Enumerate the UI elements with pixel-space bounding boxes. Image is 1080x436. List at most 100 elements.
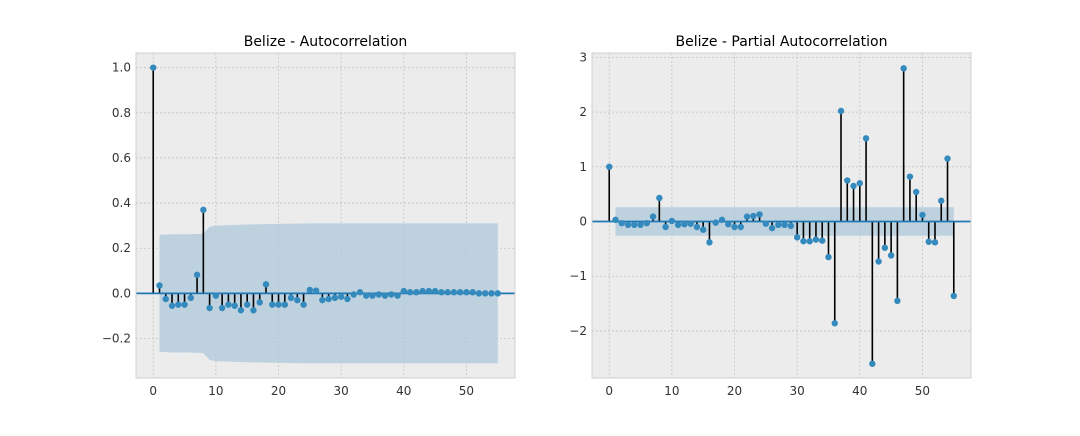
acf-point-lag-24 xyxy=(300,301,307,308)
acf-point-lag-17 xyxy=(256,299,263,306)
pacf-point-lag-0 xyxy=(606,163,613,171)
acf-ytick-label: 0.8 xyxy=(112,106,131,120)
pacf-xtick-label: 50 xyxy=(915,384,930,398)
acf-point-lag-51 xyxy=(469,289,476,296)
pacf-point-lag-44 xyxy=(881,244,889,251)
pacf-point-lag-22 xyxy=(743,213,751,220)
acf-point-lag-52 xyxy=(475,290,483,297)
pacf-point-lag-28 xyxy=(781,221,788,229)
pacf-panel: 0 10 20 30 40 50 −2 −1 0 1 2 3 Belize - Partial Auto… xyxy=(569,34,972,398)
pacf-xtick-label: 40 xyxy=(852,384,867,398)
pacf-ytick-label: 3 xyxy=(579,50,587,64)
pacf-point-lag-26 xyxy=(768,224,776,232)
acf-point-lag-46 xyxy=(438,289,445,296)
acf-point-lag-8 xyxy=(200,206,207,214)
pacf-point-lag-50 xyxy=(919,211,926,219)
acf-point-lag-12 xyxy=(225,301,232,308)
pacf-point-lag-19 xyxy=(725,221,732,228)
pacf-ytick-label: −2 xyxy=(569,324,587,338)
pacf-point-lag-48 xyxy=(906,173,914,180)
pacf-point-lag-55 xyxy=(950,292,957,300)
acf-xtick-label: 40 xyxy=(396,384,411,398)
acf-point-lag-42 xyxy=(413,289,420,296)
acf-point-lag-6 xyxy=(187,294,195,302)
pacf-point-lag-3 xyxy=(624,221,632,229)
acf-point-lag-23 xyxy=(294,296,301,304)
acf-point-lag-36 xyxy=(375,291,382,298)
acf-point-lag-9 xyxy=(206,304,213,312)
acf-point-lag-30 xyxy=(337,293,345,300)
acf-point-lag-13 xyxy=(231,302,238,309)
pacf-point-lag-6 xyxy=(643,219,651,227)
pacf-point-lag-42 xyxy=(869,360,876,367)
pacf-point-lag-11 xyxy=(674,221,682,229)
acf-ytick-label: 0.2 xyxy=(112,241,131,255)
acf-point-lag-48 xyxy=(450,289,458,296)
pacf-point-lag-37 xyxy=(837,107,845,115)
acf-xtick-label: 20 xyxy=(271,384,286,398)
acf-point-lag-26 xyxy=(312,287,320,294)
acf-point-lag-5 xyxy=(181,301,188,308)
acf-point-lag-38 xyxy=(388,291,395,298)
pacf-point-lag-16 xyxy=(706,239,713,246)
pacf-xtick-label: 20 xyxy=(727,384,742,398)
acf-point-lag-19 xyxy=(269,301,276,308)
pacf-point-lag-46 xyxy=(894,297,901,305)
pacf-point-lag-33 xyxy=(812,236,820,243)
pacf-point-lag-2 xyxy=(618,219,625,227)
acf-ytick-label: 0.4 xyxy=(112,196,131,210)
pacf-point-lag-25 xyxy=(762,220,770,227)
acf-xtick-label: 10 xyxy=(208,384,223,398)
pacf-chart-title: Belize - Partial Autocorrelation xyxy=(676,34,888,50)
acf-point-lag-32 xyxy=(350,291,357,298)
pacf-frame xyxy=(591,52,972,379)
pacf-point-lag-31 xyxy=(800,238,807,245)
acf-point-lag-0 xyxy=(150,64,157,71)
pacf-point-lag-49 xyxy=(912,188,920,196)
pacf-point-lag-14 xyxy=(693,223,701,231)
pacf-point-lag-54 xyxy=(944,155,951,162)
pacf-point-lag-36 xyxy=(831,320,838,327)
acf-ytick-label: −0.2 xyxy=(102,332,131,346)
acf-point-lag-2 xyxy=(162,295,169,303)
acf-point-lag-4 xyxy=(175,301,182,308)
acf-point-lag-54 xyxy=(488,290,495,297)
acf-point-lag-43 xyxy=(419,287,426,295)
pacf-point-lag-18 xyxy=(718,216,726,224)
pacf-ytick-label: 1 xyxy=(579,160,587,174)
acf-point-lag-21 xyxy=(281,301,288,308)
acf-point-lag-25 xyxy=(306,286,314,294)
acf-point-lag-47 xyxy=(444,289,451,296)
acf-chart-title: Belize - Autocorrelation xyxy=(244,34,408,50)
pacf-point-lag-47 xyxy=(900,65,907,72)
acf-ytick-label: 1.0 xyxy=(112,61,131,75)
acf-xtick-label: 50 xyxy=(459,384,474,398)
pacf-point-lag-17 xyxy=(712,219,719,226)
acf-point-lag-16 xyxy=(250,307,257,314)
pacf-point-lag-1 xyxy=(612,216,619,224)
acf-point-lag-39 xyxy=(394,292,401,299)
acf-point-lag-3 xyxy=(168,302,176,309)
acf-point-lag-53 xyxy=(482,290,489,297)
pacf-ytick-label: 0 xyxy=(579,215,587,229)
pacf-point-lag-34 xyxy=(819,237,826,244)
acf-point-lag-11 xyxy=(218,304,226,312)
acf-ytick-label: 0.0 xyxy=(112,286,131,300)
acf-panel: 0 10 20 30 40 50 −0.2 0.0 0.2 0.4 0.6 0.8 1.0 Belize … xyxy=(102,34,516,398)
pacf-point-lag-9 xyxy=(662,223,669,231)
pacf-xtick-label: 30 xyxy=(790,384,805,398)
pacf-point-lag-41 xyxy=(862,135,870,142)
pacf-point-lag-13 xyxy=(687,220,694,227)
pacf-point-lag-10 xyxy=(668,217,676,225)
acf-ytick-label: 0.6 xyxy=(112,151,131,165)
acf-point-lag-10 xyxy=(212,292,220,299)
acf-point-lag-28 xyxy=(325,295,332,303)
acf-point-lag-27 xyxy=(319,296,326,304)
acf-point-lag-49 xyxy=(456,289,464,296)
acf-point-lag-1 xyxy=(156,282,163,289)
acf-point-lag-18 xyxy=(262,281,270,288)
acf-point-lag-41 xyxy=(406,289,414,296)
pacf-point-lag-24 xyxy=(756,211,763,218)
acf-point-lag-55 xyxy=(494,290,501,297)
